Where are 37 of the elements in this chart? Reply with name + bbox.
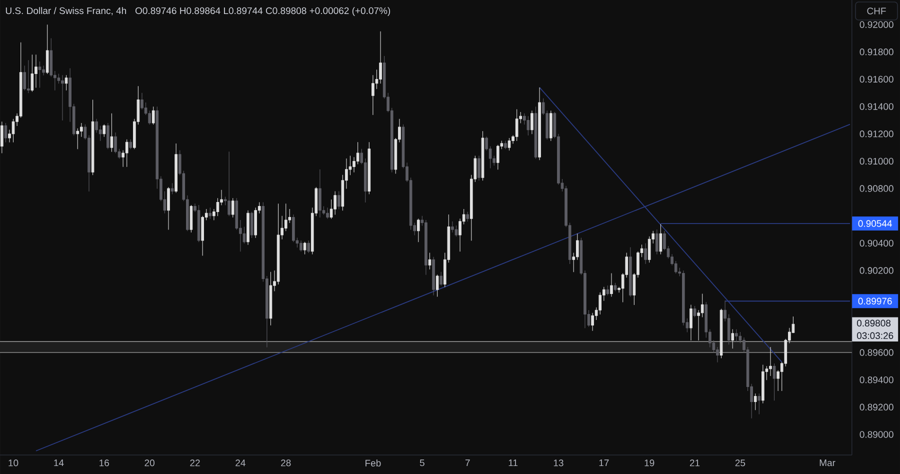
data-label: 0.89976 [858,298,892,304]
x-tick-label: 28 [281,460,291,466]
x-tick-label: 13 [554,460,564,466]
x-tick-label: 22 [190,460,200,466]
x-tick-label: 25 [735,460,746,466]
text: 03:03:26 [856,332,894,340]
y-tick-label: 0.89400 [860,376,894,384]
x-tick-label: 19 [644,460,654,466]
x-tick-label: Feb [366,460,381,466]
y-tick-label: 0.92000 [860,21,894,28]
x-tick-label: 14 [54,460,64,466]
y-tick-label: 0.91200 [860,130,894,138]
y-tick-label: 0.91400 [860,103,894,110]
data-label: 0.90544 [858,220,892,227]
y-tick-label: 0.90800 [860,185,894,192]
x-tick-label: 16 [100,460,109,466]
x-tick-label: 5 [420,460,424,466]
x-tick-label: 24 [236,460,246,466]
y-tick-label: 0.91800 [860,48,894,56]
x-tick-label: 21 [690,460,700,466]
x-tick-label: 17 [599,460,609,466]
y-tick-label: 0.91000 [860,158,894,165]
y-tick-label: 0.90400 [860,240,894,247]
y-tick-label: 0.90200 [860,267,894,274]
y-tick-label: 0.91600 [860,76,894,83]
text: CHF [867,8,886,14]
text: 0.89808 [856,320,891,327]
y-tick-label: 0.89000 [860,431,894,438]
text: U.S. Dollar / Swiss Franc, 4h [6,7,126,16]
x-tick-label: 7 [465,460,470,466]
y-tick-label: 0.89200 [860,404,894,411]
x-tick-label: 20 [144,460,154,466]
x-tick-label: Mar [820,460,836,466]
y-tick-label: 0.89600 [860,349,894,356]
x-tick-label: 11 [508,460,518,466]
x-tick-label: 10 [8,460,18,466]
text: O0.89746 H0.89864 L0.89744 C0.89808 +0.00062 (+0.07%) [135,7,390,16]
